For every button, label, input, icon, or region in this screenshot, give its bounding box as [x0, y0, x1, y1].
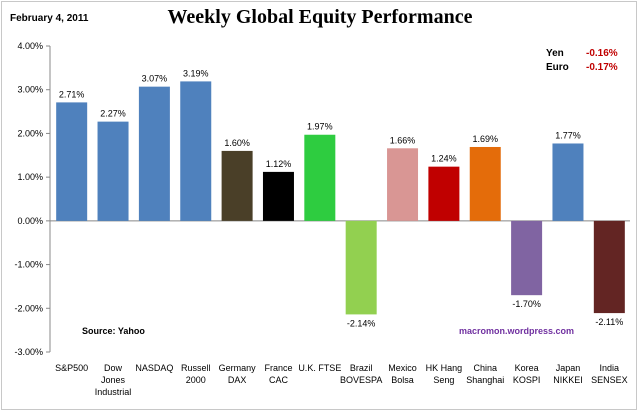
y-tick-label: 3.00%: [17, 85, 43, 95]
bar: [511, 220, 543, 296]
bar: [552, 143, 584, 221]
bar: [97, 121, 129, 221]
bar: [469, 146, 501, 221]
category-label: Japan NIKKEI: [553, 363, 583, 385]
y-tick-label: -2.00%: [14, 303, 43, 313]
y-tick-label: 0.00%: [17, 216, 43, 226]
y-tick-label: -3.00%: [14, 347, 43, 357]
bar-value-label: 1.97%: [307, 122, 333, 132]
bar: [345, 220, 377, 315]
bar-value-label: -1.70%: [512, 299, 541, 309]
bar: [180, 81, 212, 221]
chart-title: Weekly Global Equity Performance: [167, 6, 473, 28]
bar-value-label: 1.60%: [224, 138, 250, 148]
bar-value-label: 2.71%: [59, 89, 85, 99]
category-label: China Shanghai: [466, 363, 504, 385]
category-label: S&P500: [55, 363, 88, 373]
category-label: Mexico Bolsa: [388, 363, 417, 385]
bar-value-label: 2.27%: [100, 109, 126, 119]
category-label: NASDAQ: [135, 363, 173, 373]
category-label: Dow Jones Industrial: [95, 363, 132, 397]
bar: [221, 150, 253, 221]
category-label: Germany DAX: [219, 363, 257, 385]
bar: [387, 148, 419, 221]
bar-value-label: 1.24%: [431, 154, 457, 164]
bar: [593, 220, 625, 314]
fx-euro-value: -0.17%: [586, 62, 618, 73]
value-labels: 2.71% 2.27% 3.07% 3.19% 1.60% 1.12% 1.97% -2.14…: [59, 68, 623, 328]
fx-euro: Euro -0.17%: [546, 62, 618, 73]
category-label: India SENSEX: [591, 363, 628, 385]
y-tick-label: 1.00%: [17, 172, 43, 182]
fx-yen-label: Yen: [546, 48, 564, 59]
bar: [56, 102, 88, 221]
credit-label: macromon.wordpress.com: [459, 326, 575, 336]
bar-value-label: 1.66%: [390, 135, 416, 145]
source-label: Source: Yahoo: [82, 326, 145, 336]
category-label: U.K. FTSE: [298, 363, 341, 373]
bar: [262, 171, 294, 221]
date-label: February 4, 2011: [10, 13, 89, 24]
category-label: Brazil BOVESPA: [340, 363, 382, 385]
y-tick-label: 4.00%: [17, 41, 43, 51]
bar-value-label: 3.19%: [183, 68, 209, 78]
bar-value-label: 1.77%: [555, 130, 581, 140]
bar-value-label: 3.07%: [142, 74, 168, 84]
fx-euro-label: Euro: [546, 62, 569, 73]
y-tick-label: 2.00%: [17, 128, 43, 138]
bar-value-label: 1.69%: [472, 134, 498, 144]
bar-value-label: -2.14%: [347, 318, 376, 328]
category-label: France CAC: [264, 363, 292, 385]
bar: [138, 86, 170, 221]
fx-yen-value: -0.16%: [586, 48, 618, 59]
category-label: Russell 2000: [181, 363, 211, 385]
bar: [428, 166, 460, 221]
bar-value-label: -2.11%: [595, 317, 623, 327]
bars: [56, 81, 625, 315]
bar: [304, 134, 336, 221]
bar-value-label: 1.12%: [266, 159, 292, 169]
fx-yen: Yen -0.16%: [546, 48, 618, 59]
category-label: Korea KOSPI: [513, 363, 541, 385]
category-label: HK Hang Seng: [426, 363, 463, 385]
y-tick-label: -1.00%: [14, 260, 43, 270]
